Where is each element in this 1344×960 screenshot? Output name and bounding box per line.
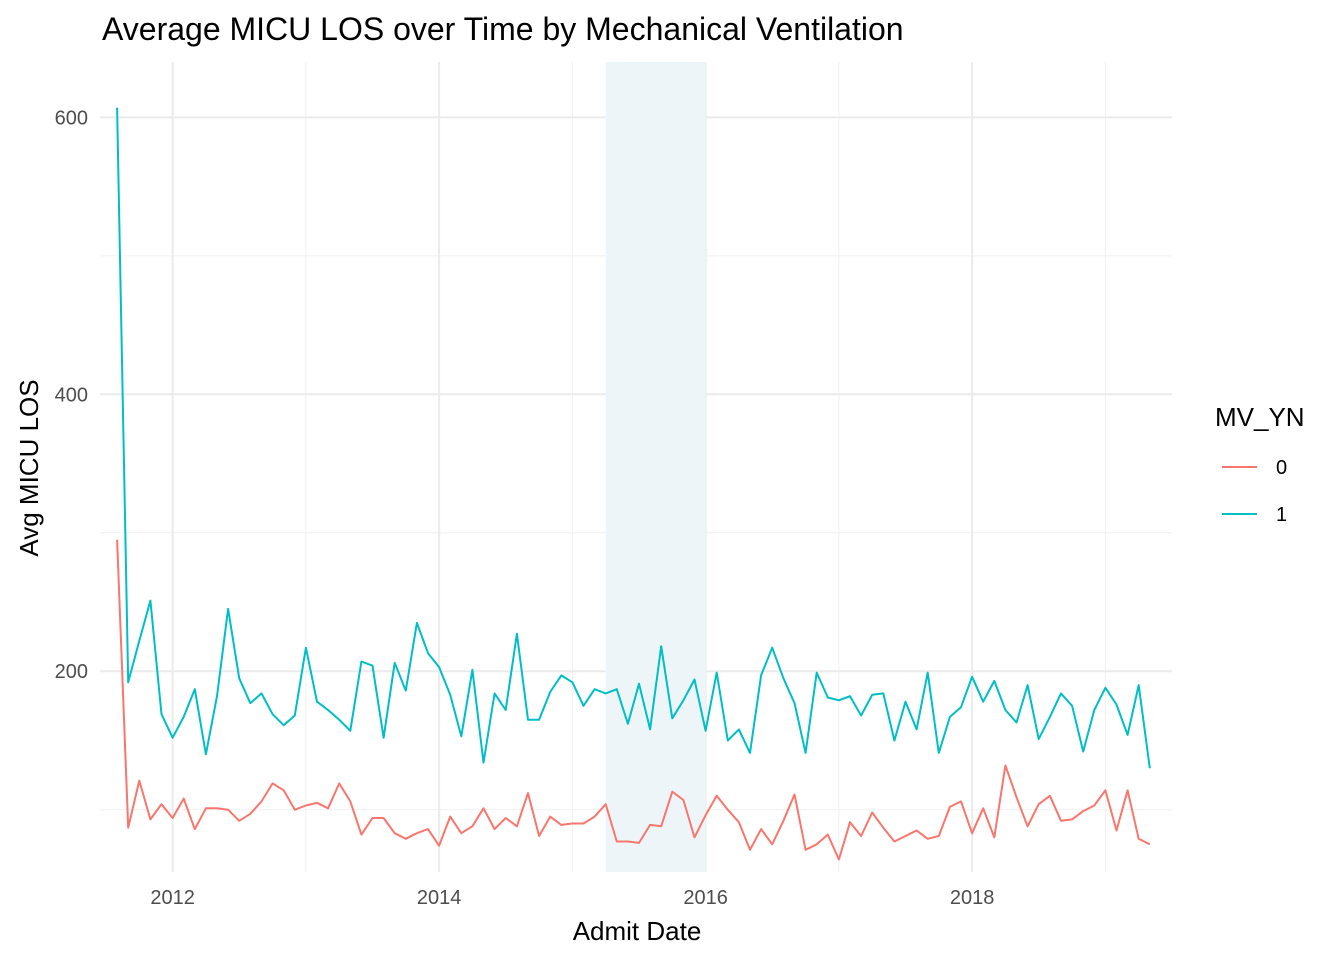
legend-title: MV_YN <box>1215 402 1305 432</box>
legend-label-0: 0 <box>1276 457 1287 479</box>
x-axis-ticks: 2012 2014 2016 2018 <box>150 887 994 909</box>
series-line-0 <box>116 539 1151 861</box>
x-tick-label: 2014 <box>417 887 462 909</box>
legend-items: 01 <box>1222 457 1287 526</box>
x-tick-label: 2012 <box>150 887 195 909</box>
x-axis-title: Admit Date <box>573 916 702 946</box>
series-lines <box>116 107 1151 861</box>
legend-item-1: 1 <box>1222 504 1287 526</box>
series-line-1 <box>116 107 1151 769</box>
shaded-region-layer <box>605 62 706 872</box>
legend: MV_YN 01 <box>1215 402 1305 526</box>
legend-item-0: 0 <box>1222 457 1287 479</box>
y-tick-label: 400 <box>55 384 88 406</box>
y-tick-label: 200 <box>55 661 88 683</box>
legend-label-1: 1 <box>1276 504 1287 526</box>
shaded-region <box>605 62 706 872</box>
y-tick-label: 600 <box>55 107 88 129</box>
chart-title: Average MICU LOS over Time by Mechanical… <box>102 11 904 47</box>
y-axis-ticks: 200 400 600 <box>55 107 88 683</box>
x-tick-label: 2018 <box>950 887 995 909</box>
x-tick-label: 2016 <box>683 887 728 909</box>
y-axis-title: Avg MICU LOS <box>14 379 44 556</box>
